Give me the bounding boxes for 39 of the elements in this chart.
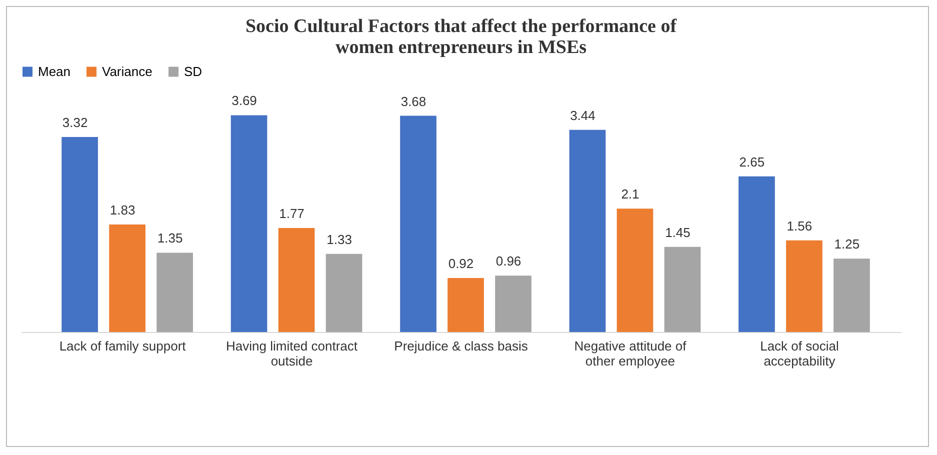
bar <box>400 116 436 332</box>
bar <box>448 278 484 332</box>
data-label: 0.92 <box>448 256 474 271</box>
data-label: 1.35 <box>157 230 183 246</box>
bar <box>738 176 775 332</box>
bar <box>156 252 193 332</box>
bar <box>230 115 268 332</box>
data-label: 3.44 <box>570 108 596 123</box>
data-label: 1.77 <box>279 206 304 222</box>
bar <box>569 130 606 332</box>
data-label: 3.68 <box>400 94 426 109</box>
data-label: 2.1 <box>621 186 640 202</box>
data-label: 3.32 <box>62 114 88 130</box>
x-tick-label: Prejudice & class basis <box>394 338 528 354</box>
bar <box>786 240 822 332</box>
data-label: 1.33 <box>326 232 352 247</box>
data-label: 1.83 <box>110 202 136 218</box>
bar <box>495 276 532 332</box>
bar <box>664 246 701 332</box>
data-label: 1.45 <box>665 224 690 240</box>
chart-title: Socio Cultural Factors that affect the performance of women entrepreneurs in MSEs <box>245 16 678 58</box>
bar <box>109 224 146 332</box>
data-label: 1.25 <box>834 236 860 252</box>
data-label: 1.56 <box>786 218 812 234</box>
legend-label: Variance <box>102 64 152 79</box>
x-tick-label: Having limited contract outside <box>226 338 358 368</box>
bar <box>62 136 98 332</box>
legend-label: SD <box>184 64 202 79</box>
bar <box>616 208 654 332</box>
legend-label: Mean <box>38 64 71 79</box>
data-label: 2.65 <box>739 154 765 170</box>
bar <box>326 254 362 332</box>
data-label: 0.96 <box>496 254 522 269</box>
bar <box>278 228 315 332</box>
x-tick-label: Negative attitude of other employee <box>574 338 687 368</box>
x-tick-label: Lack of family support <box>59 338 186 354</box>
data-label: 3.69 <box>232 93 257 108</box>
x-tick-label: Lack of social acceptability <box>760 338 839 368</box>
bar <box>834 258 870 332</box>
